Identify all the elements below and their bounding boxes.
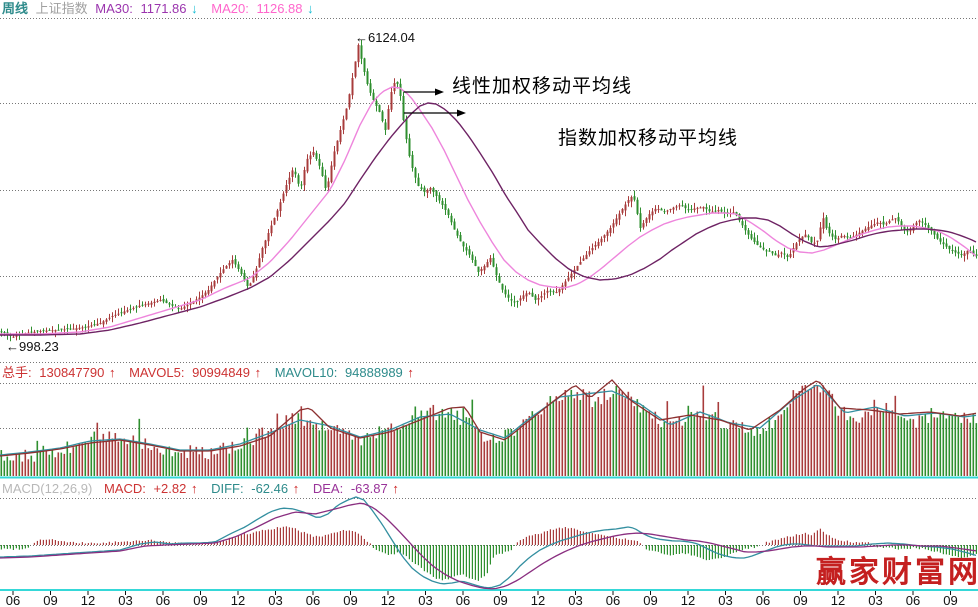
mavol10-label: MAVOL10: (274, 365, 338, 380)
volume-header: 总手: 130847790 ↑ MAVOL5: 90994849 ↑ MAVOL… (2, 366, 418, 379)
x-axis-label: 12 (830, 593, 846, 607)
x-axis-label: 12 (230, 593, 246, 607)
site-watermark: 赢家财富网 (816, 555, 978, 590)
mavol5-line (0, 384, 977, 456)
diff-label: DIFF: (211, 481, 244, 496)
x-axis-label: 06 (755, 593, 771, 607)
macd-header: MACD(12,26,9) MACD: +2.82 ↑ DIFF: -62.46… (2, 482, 403, 495)
left-arrow-icon: ← (355, 30, 368, 45)
diff-value: -62.46 (251, 481, 289, 496)
x-axis-label: 12 (380, 593, 396, 607)
x-axis-label: 09 (793, 593, 808, 607)
annotation-arrows (404, 88, 466, 117)
volume-value: 130847790 (39, 365, 105, 380)
macd-value: +2.82 (153, 481, 187, 496)
x-axis-label: 06 (155, 593, 171, 607)
ma30-down-arrow-icon: ↓ (191, 1, 198, 16)
dea-label: DEA: (312, 481, 344, 496)
mavol10-up-arrow-icon: ↑ (407, 365, 414, 380)
x-axis-label: 03 (868, 593, 883, 607)
x-axis-label: 12 (530, 593, 546, 607)
mavol5-up-arrow-icon: ↑ (254, 365, 262, 380)
exp-wma-annotation: 指数加权移动平均线 (558, 128, 739, 149)
mavol10-value: 94888989 (344, 365, 403, 380)
x-axis-label: 03 (418, 593, 433, 607)
ma30-value: 1171.86 (140, 1, 187, 16)
macd-up-arrow-icon: ↑ (190, 481, 198, 496)
x-axis-label: 12 (80, 593, 96, 607)
peak-price-value: 6124.04 (368, 30, 415, 45)
gridlines (0, 18, 978, 591)
ma30-label: MA30: (95, 1, 133, 16)
chart-top-header: 周线 上证指数 MA30: 1171.86 ↓ MA20: 1126.88 ↓ (2, 2, 318, 15)
x-axis-label: 09 (943, 593, 958, 607)
ma20-value: 1126.88 (256, 1, 303, 16)
mavol5-label: MAVOL5: (129, 365, 185, 380)
x-axis-label: 09 (43, 593, 58, 607)
candlestick-layer[interactable] (0, 39, 978, 342)
dea-value: -63.87 (350, 481, 388, 496)
x-axis-label: 06 (455, 593, 471, 607)
ma30-exponential-line (0, 102, 977, 336)
peak-price-annotation: ←6124.04 (355, 31, 415, 44)
dea-up-arrow-icon: ↑ (392, 481, 399, 496)
x-axis-ticks (12, 591, 951, 595)
right-arrowhead-icon (435, 88, 444, 96)
x-axis-label: 03 (718, 593, 733, 607)
x-axis-label: 03 (268, 593, 283, 607)
ma20-down-arrow-icon: ↓ (307, 1, 314, 16)
low-price-annotation: ←998.23 (6, 340, 59, 353)
mavol10-line (0, 379, 977, 457)
macd-label: MACD: (103, 481, 146, 496)
x-axis-label: 06 (305, 593, 321, 607)
x-axis-label: 09 (193, 593, 208, 607)
x-axis-label: 09 (343, 593, 358, 607)
x-axis-label: 09 (493, 593, 508, 607)
x-axis-label: 12 (680, 593, 696, 607)
volume-label: 总手: (2, 365, 32, 380)
left-arrow-icon: ← (6, 339, 19, 354)
x-axis-label: 06 (5, 593, 21, 607)
low-price-value: 998.23 (19, 339, 59, 354)
volume-up-arrow-icon: ↑ (108, 365, 116, 380)
macd-params: MACD(12,26,9) (2, 481, 93, 496)
right-arrowhead-icon (457, 109, 466, 117)
index-name-label: 上证指数 (35, 1, 88, 16)
x-axis-label: 03 (118, 593, 133, 607)
mavol5-value: 90994849 (192, 365, 250, 380)
x-axis-label: 06 (605, 593, 621, 607)
volume-bars-layer[interactable] (0, 385, 978, 476)
ma20-linear-weighted-line (0, 86, 977, 335)
linear-wma-annotation: 线性加权移动平均线 (452, 76, 633, 97)
x-axis-label: 09 (643, 593, 658, 607)
x-axis-label: 06 (905, 593, 921, 607)
ma20-label: MA20: (211, 1, 249, 16)
diff-up-arrow-icon: ↑ (292, 481, 300, 496)
period-label[interactable]: 周线 (2, 1, 29, 16)
macd-dea-line (0, 502, 977, 590)
x-axis-label: 03 (568, 593, 583, 607)
